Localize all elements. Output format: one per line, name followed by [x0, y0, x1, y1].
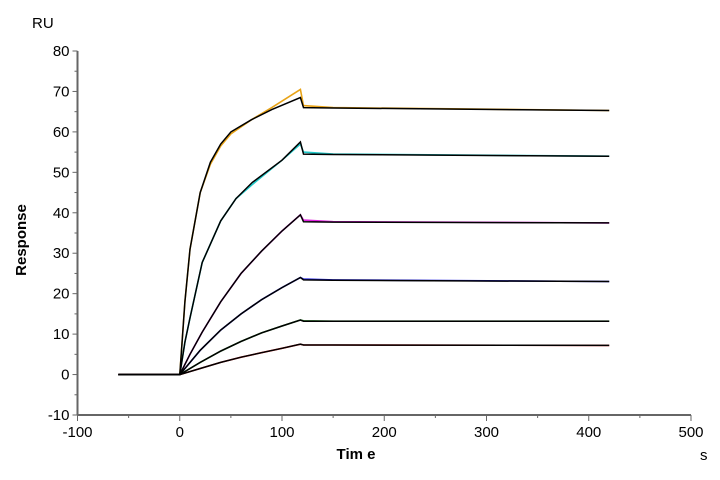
fit-curve: [118, 213, 610, 376]
y-tick-label: -10: [48, 407, 70, 424]
y-tick-label: 0: [61, 367, 69, 384]
x-tick-label: 300: [474, 424, 499, 441]
x-unit-label: s: [700, 447, 708, 464]
fit-curve: [118, 343, 610, 376]
y-tick-label: 20: [53, 286, 70, 303]
x-axis-label: Tim e: [337, 446, 376, 463]
y-axis-label: Response: [13, 204, 30, 276]
y-tick-label: 10: [53, 326, 70, 343]
y-tick-label: 40: [53, 205, 70, 222]
y-tick-label: 50: [53, 164, 70, 181]
x-tick-label: 400: [576, 424, 601, 441]
y-tick-label: 70: [53, 83, 70, 100]
fit-curve: [118, 140, 610, 376]
fit-curve: [118, 319, 610, 376]
x-tick-label: 200: [372, 424, 397, 441]
data-curve: [118, 88, 610, 376]
y-tick-label: 30: [53, 245, 70, 262]
data-curve: [118, 142, 610, 376]
y-tick-label: 60: [53, 124, 70, 141]
x-tick-label: -100: [62, 424, 92, 441]
y-unit-label: RU: [32, 15, 54, 32]
x-tick-label: 100: [269, 424, 294, 441]
x-tick-label: 500: [678, 424, 703, 441]
y-tick-label: 80: [53, 43, 70, 60]
fit-curve: [118, 276, 610, 376]
x-tick-label: 0: [176, 424, 184, 441]
fit-curve: [118, 96, 610, 376]
data-curve: [118, 319, 610, 376]
